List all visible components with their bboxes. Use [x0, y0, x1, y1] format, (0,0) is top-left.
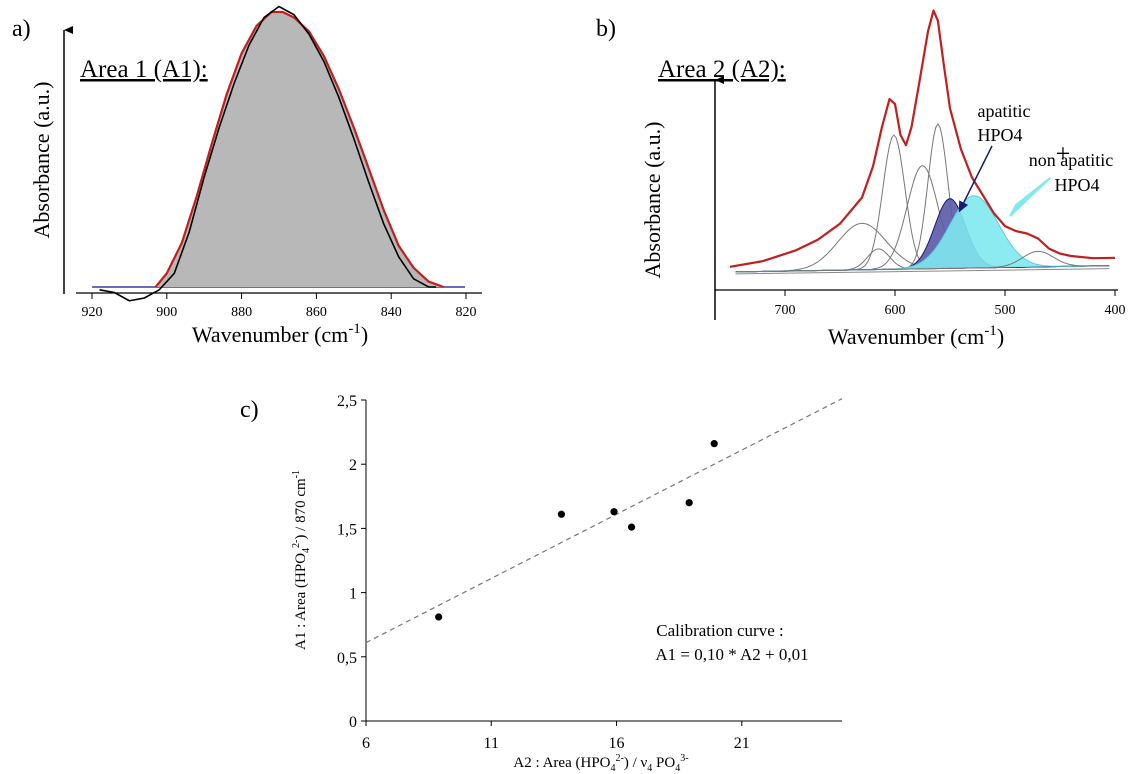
panel-a-x-tick-label: 840 [381, 305, 402, 320]
panel-c-x-tick-label: 11 [484, 735, 499, 752]
non-apatitic-component-fill [735, 195, 1110, 272]
fit-component [735, 250, 1110, 273]
panel-b-x-tick-label: 400 [1105, 303, 1126, 318]
panel-b-series [729, 9, 1116, 275]
panel-c-trendline-group [365, 398, 843, 644]
plus-sign: + [1056, 139, 1071, 168]
panel-a-ticks: 920 900 880 860 840 820 [82, 293, 477, 320]
panel-c-y-tick-label: 0,5 [337, 650, 357, 667]
panel-a: a) Area 1 (A1): 920 900 880 860 840 820 Absor… [12, 5, 482, 347]
panel-c-y-title: A1 : Area (HPO42-) / 870 cm-1 [291, 470, 312, 650]
panel-b: b) Area 2 (A2): 700 600 500 400 Absorbance … [596, 9, 1126, 349]
non-apatitic-label-1: non apatitic [1029, 150, 1113, 170]
area1-title: Area 1 (A1): [80, 56, 208, 83]
panel-b-x-title: Wavenumber (cm-1) [828, 323, 1004, 349]
panel-a-y-title: Absorbance (a.u.) [29, 82, 54, 239]
panel-a-series [99, 5, 444, 302]
panel-c-ticks: 6 11 16 21 0 0,5 1 1,5 2 2,5 [337, 393, 750, 752]
panel-c-x-tick-label: 21 [734, 735, 750, 752]
panel-a-x-tick-label: 920 [82, 305, 103, 320]
panel-b-ticks: 700 600 500 400 [775, 290, 1126, 318]
panel-a-x-tick-label: 860 [306, 305, 327, 320]
data-point [710, 440, 718, 448]
non-apatitic-label-2: HPO4 [1054, 175, 1099, 195]
panel-a-x-title: Wavenumber (cm-1) [192, 321, 368, 347]
area2-envelope-curve [729, 9, 1116, 268]
panel-c: c) 6 11 16 21 0 0,5 1 1,5 2 2,5 Calibration curve… [240, 393, 843, 774]
panel-b-x-tick-label: 600 [885, 303, 906, 318]
data-point [610, 508, 618, 516]
panel-c-y-tick-label: 1 [349, 586, 357, 603]
data-point [685, 499, 693, 507]
area1-fit-curve [154, 10, 444, 289]
panel-b-x-tick-label: 700 [775, 303, 796, 318]
apatitic-arrow [958, 145, 993, 213]
apatitic-component-fill [735, 198, 1110, 272]
panel-c-x-title: A2 : Area (HPO42-) / ν4 PO43- [513, 753, 688, 774]
panel-a-x-tick-label: 900 [156, 305, 177, 320]
area2-title: Area 2 (A2): [658, 56, 786, 83]
data-point [627, 523, 636, 531]
panel-c-x-tick-label: 16 [609, 735, 625, 752]
apatitic-label-2: HPO4 [977, 125, 1022, 145]
panel-c-y-tick-label: 1,5 [337, 521, 357, 538]
panel-b-baseline-2 [735, 268, 1110, 275]
panel-c-y-tick-label: 0 [349, 714, 357, 731]
panel-c-y-tick-label: 2,5 [337, 393, 357, 410]
data-point [557, 510, 566, 518]
data-point [435, 613, 443, 621]
calibration-label: Calibration curve : [656, 621, 783, 640]
calibration-equation: A1 = 0,10 * A2 + 0,01 [655, 645, 808, 664]
panel-a-letter: a) [12, 16, 31, 42]
panel-c-x-tick-label: 6 [362, 735, 370, 752]
non-apatitic-arrow [1009, 177, 1051, 217]
panel-b-y-title: Absorbance (a.u.) [640, 122, 665, 279]
apatitic-label-1: apatitic [978, 101, 1031, 121]
panel-a-x-tick-label: 820 [456, 305, 477, 320]
area1-spectrum-curve [99, 5, 437, 302]
panel-b-x-tick-label: 500 [995, 303, 1016, 318]
calibration-trendline [365, 398, 843, 644]
panel-c-letter: c) [240, 397, 259, 423]
panel-c-y-tick-label: 2 [349, 457, 357, 474]
panel-b-letter: b) [596, 16, 616, 42]
area1-fill [155, 12, 444, 287]
panel-a-x-tick-label: 880 [231, 305, 252, 320]
panel-c-points [435, 440, 718, 621]
